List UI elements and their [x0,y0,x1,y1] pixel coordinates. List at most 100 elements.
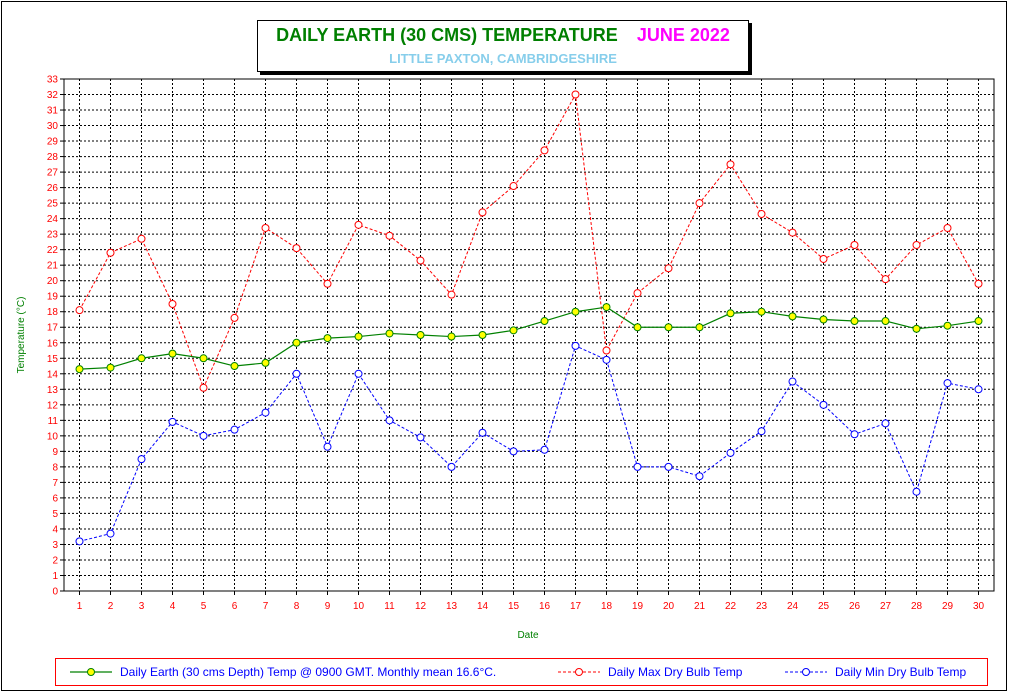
series-min-point [912,487,921,496]
legend-max-label: Daily Max Dry Bulb Temp [608,665,743,679]
y-tick-label: 17 [47,323,59,334]
series-min-point [230,425,239,434]
legend-earth-swatch [70,668,112,676]
series-earth-point [819,315,828,324]
series-min-point [75,537,84,546]
y-tick-label: 30 [47,121,59,132]
x-tick-label: 1 [77,601,83,612]
series-min-point [850,430,859,439]
series-min-line [79,345,979,542]
series-max-point [168,299,177,308]
y-tick-label: 0 [52,587,58,598]
series-min-point [478,428,487,437]
series-min-point [695,472,704,481]
series-min-point [416,433,425,442]
series-max-point [416,256,425,265]
series-max-point [881,275,890,284]
series-min-point [602,355,611,364]
x-tick-label: 25 [818,601,830,612]
series [75,90,983,546]
x-tick-label: 8 [294,601,300,612]
y-tick-label: 31 [47,106,59,117]
y-tick-label: 2 [52,555,58,566]
series-max-point [850,241,859,250]
legend-item-earth: Daily Earth (30 cms Depth) Temp @ 0900 G… [68,659,496,685]
x-tick-label: 2 [108,601,114,612]
x-tick-label: 6 [232,601,238,612]
series-min-point [106,529,115,538]
y-tick-label: 5 [52,509,58,520]
series-earth-point [633,323,642,332]
y-tick-label: 9 [52,447,58,458]
legend-earth-label: Daily Earth (30 cms Depth) Temp @ 0900 G… [120,665,497,679]
series-min-point [354,369,363,378]
series-min-point [633,462,642,471]
series-max-point [788,228,797,237]
series-min-point [974,385,983,394]
series-max-point [540,146,549,155]
y-tick-label: 6 [52,493,58,504]
series-max-point [726,160,735,169]
x-tick-label: 4 [170,601,176,612]
legend-min-swatch [785,668,827,676]
x-tick-label: 17 [570,601,582,612]
series-earth-point [106,363,115,372]
x-axis-label: Date [517,630,539,641]
series-max-point [230,313,239,322]
y-tick-label: 29 [47,137,59,148]
title-line: DAILY EARTH (30 CMS) TEMPERATURE JUNE 20… [258,25,748,46]
y-tick-label: 26 [47,183,59,194]
y-tick-label: 25 [47,199,59,210]
series-max-point [478,208,487,217]
x-tick-label: 12 [415,601,427,612]
x-tick-label: 5 [201,601,207,612]
x-tick-label: 27 [880,601,892,612]
series-earth-point [199,354,208,363]
legend: Daily Earth (30 cms Depth) Temp @ 0900 G… [55,658,988,686]
series-earth-point [292,338,301,347]
y-tick-label: 4 [52,524,58,535]
x-tick-label: 29 [942,601,954,612]
x-tick-label: 30 [973,601,985,612]
series-earth-point [726,309,735,318]
y-tick-label: 20 [47,276,59,287]
x-tick-label: 3 [139,601,145,612]
grid [63,78,995,592]
series-max-point [974,279,983,288]
series-max-point [261,223,270,232]
series-earth-point [602,303,611,312]
series-earth-point [137,354,146,363]
series-max-point [571,90,580,99]
series-earth-point [478,331,487,339]
series-min-point [199,431,208,440]
x-tick-label: 26 [849,601,861,612]
series-min-point [571,341,580,350]
series-max-point [385,231,394,240]
series-min-point [943,379,952,388]
series-min-point [664,462,673,471]
y-tick-label: 11 [48,416,59,427]
legend-max-swatch [558,668,600,676]
y-tick-label: 10 [47,431,59,442]
y-tick-label: 8 [52,462,58,473]
y-tick-label: 14 [47,369,59,380]
x-tick-label: 14 [477,601,489,612]
series-max-point [664,264,673,273]
x-tick-label: 28 [911,601,923,612]
series-min-point [788,377,797,386]
x-tick-label: 16 [539,601,551,612]
chart-plot: 0123456789101112131415161718192021222324… [16,75,995,641]
series-earth-point [540,317,549,326]
chart-subtitle: LITTLE PAXTON, CAMBRIDGESHIRE [389,51,617,66]
series-earth-point [850,317,859,326]
series-max-point [106,248,115,257]
y-tick-label: 3 [52,540,58,551]
legend-min-label: Daily Min Dry Bulb Temp [835,665,967,679]
series-max-line [79,92,979,390]
series-earth-point [912,324,921,333]
x-tick-label: 22 [725,601,737,612]
series-min-point [726,448,735,457]
series-max-point [912,241,921,250]
series-max-point [509,182,518,191]
